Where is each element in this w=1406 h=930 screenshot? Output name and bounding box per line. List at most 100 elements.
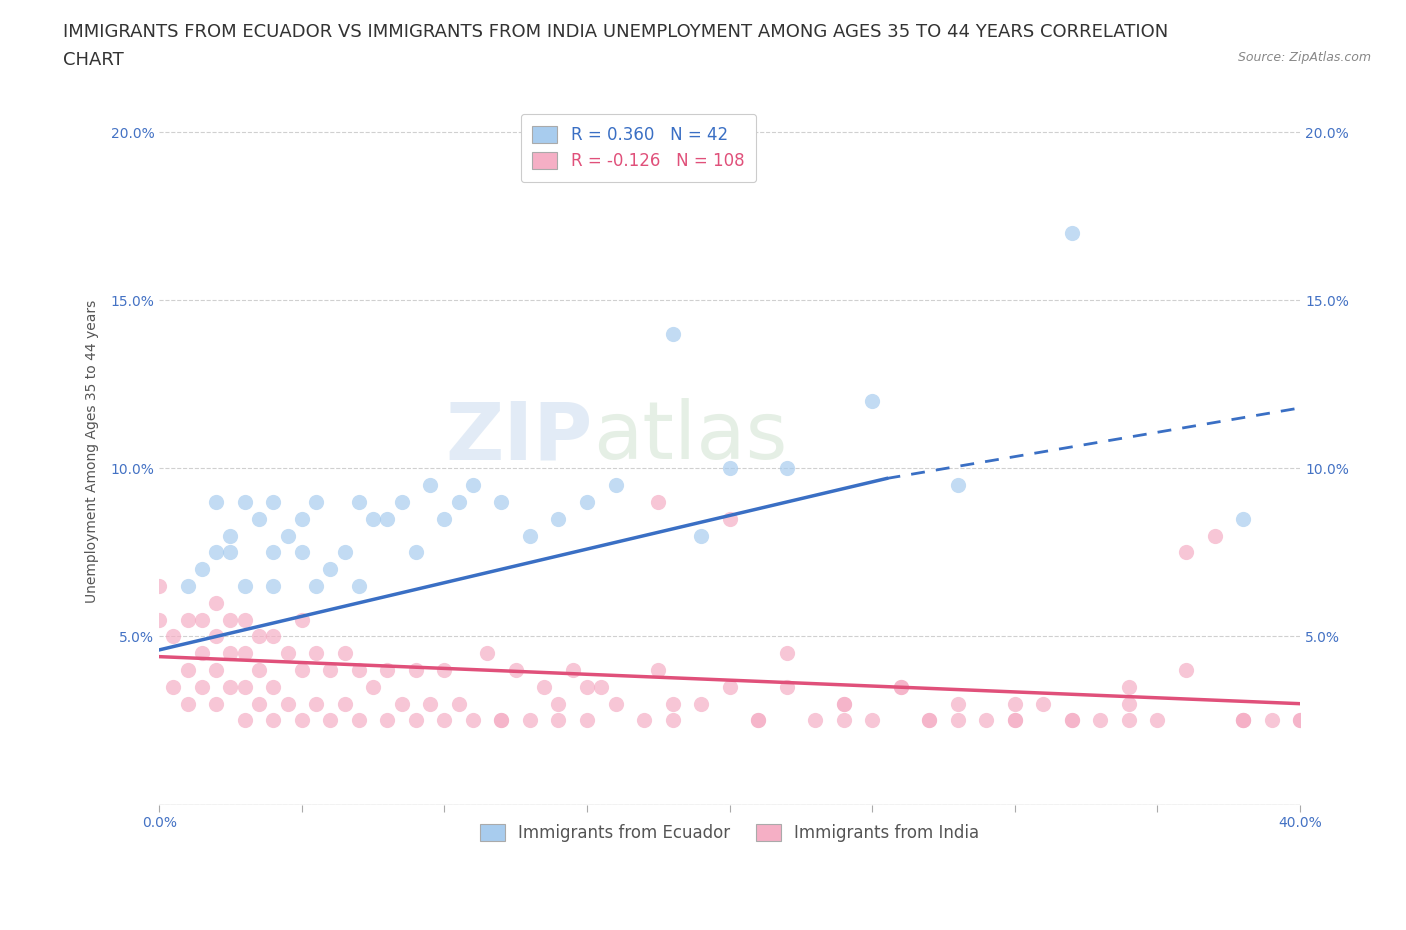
Point bbox=[219, 528, 242, 543]
Point bbox=[219, 680, 242, 695]
Point bbox=[1232, 713, 1254, 728]
Point bbox=[1004, 713, 1026, 728]
Point bbox=[605, 478, 627, 493]
Point bbox=[776, 461, 799, 476]
Point bbox=[519, 528, 541, 543]
Point bbox=[219, 645, 242, 660]
Point bbox=[347, 495, 370, 510]
Point bbox=[419, 478, 441, 493]
Point bbox=[1060, 226, 1083, 241]
Text: ZIP: ZIP bbox=[446, 398, 593, 476]
Point bbox=[205, 629, 228, 644]
Point bbox=[191, 612, 214, 627]
Point bbox=[918, 713, 941, 728]
Point bbox=[305, 495, 328, 510]
Point bbox=[1032, 697, 1054, 711]
Point bbox=[1204, 528, 1226, 543]
Point bbox=[575, 713, 598, 728]
Point bbox=[433, 512, 456, 526]
Point bbox=[1175, 663, 1198, 678]
Point bbox=[219, 545, 242, 560]
Point bbox=[148, 578, 170, 593]
Point bbox=[162, 680, 184, 695]
Point bbox=[176, 663, 198, 678]
Point bbox=[633, 713, 655, 728]
Point bbox=[305, 645, 328, 660]
Point bbox=[946, 478, 969, 493]
Text: IMMIGRANTS FROM ECUADOR VS IMMIGRANTS FROM INDIA UNEMPLOYMENT AMONG AGES 35 TO 4: IMMIGRANTS FROM ECUADOR VS IMMIGRANTS FR… bbox=[63, 23, 1168, 41]
Point bbox=[1004, 713, 1026, 728]
Point bbox=[391, 495, 413, 510]
Point bbox=[433, 713, 456, 728]
Point bbox=[1289, 713, 1312, 728]
Point bbox=[890, 680, 912, 695]
Point bbox=[561, 663, 583, 678]
Point bbox=[405, 713, 427, 728]
Point bbox=[205, 545, 228, 560]
Point bbox=[405, 545, 427, 560]
Point bbox=[347, 663, 370, 678]
Point bbox=[375, 713, 398, 728]
Point bbox=[804, 713, 827, 728]
Point bbox=[247, 512, 270, 526]
Text: Source: ZipAtlas.com: Source: ZipAtlas.com bbox=[1237, 51, 1371, 64]
Point bbox=[1146, 713, 1168, 728]
Legend: Immigrants from Ecuador, Immigrants from India: Immigrants from Ecuador, Immigrants from… bbox=[474, 817, 986, 849]
Point bbox=[176, 612, 198, 627]
Point bbox=[247, 663, 270, 678]
Point bbox=[860, 393, 883, 408]
Point bbox=[1060, 713, 1083, 728]
Point bbox=[333, 545, 356, 560]
Point bbox=[347, 578, 370, 593]
Point bbox=[233, 713, 256, 728]
Point bbox=[375, 663, 398, 678]
Point bbox=[247, 697, 270, 711]
Point bbox=[718, 461, 741, 476]
Point bbox=[1289, 713, 1312, 728]
Point bbox=[347, 713, 370, 728]
Point bbox=[419, 697, 441, 711]
Point bbox=[1232, 512, 1254, 526]
Point bbox=[547, 512, 569, 526]
Point bbox=[361, 680, 384, 695]
Point bbox=[291, 612, 314, 627]
Point bbox=[247, 629, 270, 644]
Point bbox=[447, 697, 470, 711]
Point bbox=[305, 578, 328, 593]
Point bbox=[976, 713, 998, 728]
Point bbox=[233, 680, 256, 695]
Point bbox=[661, 713, 683, 728]
Text: CHART: CHART bbox=[63, 51, 124, 69]
Point bbox=[591, 680, 613, 695]
Point bbox=[291, 512, 314, 526]
Point bbox=[291, 713, 314, 728]
Point bbox=[461, 478, 484, 493]
Point bbox=[262, 545, 284, 560]
Point bbox=[661, 697, 683, 711]
Point bbox=[205, 697, 228, 711]
Point bbox=[890, 680, 912, 695]
Point bbox=[946, 713, 969, 728]
Point bbox=[191, 645, 214, 660]
Point bbox=[1060, 713, 1083, 728]
Point bbox=[262, 495, 284, 510]
Point bbox=[690, 697, 713, 711]
Point bbox=[1118, 697, 1140, 711]
Point bbox=[447, 495, 470, 510]
Point bbox=[191, 562, 214, 577]
Point bbox=[918, 713, 941, 728]
Point bbox=[319, 663, 342, 678]
Point bbox=[291, 545, 314, 560]
Point bbox=[860, 713, 883, 728]
Point bbox=[333, 697, 356, 711]
Point bbox=[262, 578, 284, 593]
Point bbox=[291, 663, 314, 678]
Text: atlas: atlas bbox=[593, 398, 787, 476]
Point bbox=[148, 612, 170, 627]
Point bbox=[661, 326, 683, 341]
Point bbox=[391, 697, 413, 711]
Point bbox=[505, 663, 527, 678]
Point bbox=[491, 713, 513, 728]
Point bbox=[547, 697, 569, 711]
Point bbox=[690, 528, 713, 543]
